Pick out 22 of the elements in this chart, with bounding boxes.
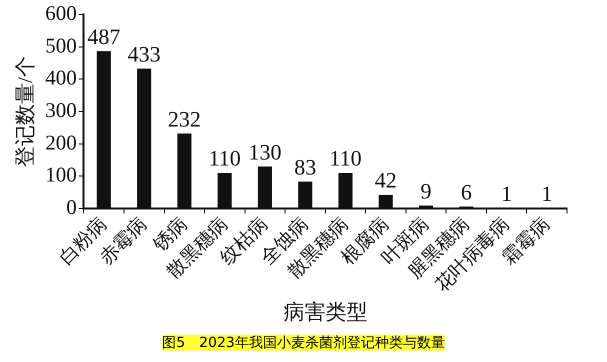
x-axis-title: 病害类型: [283, 300, 368, 324]
y-tick-label: 0: [66, 195, 77, 220]
y-axis-title: 登记数量/个: [13, 56, 38, 167]
data-label: 110: [329, 146, 362, 171]
data-label: 1: [501, 180, 512, 206]
data-label: 1: [541, 180, 552, 206]
y-tick-label: 300: [45, 98, 77, 122]
data-label: 433: [128, 41, 161, 66]
y-tick-label: 200: [45, 130, 77, 154]
data-label: 232: [168, 106, 201, 132]
caption: 图5 2023年我国小麦杀菌剂登记种类与数量: [162, 335, 445, 351]
y-tick-label: 600: [45, 1, 77, 26]
data-label: 487: [87, 24, 120, 49]
data-label: 9: [420, 178, 432, 204]
data-label: 83: [294, 154, 316, 180]
data-label: 130: [248, 139, 282, 164]
data-label: 42: [374, 168, 397, 193]
y-tick-label: 500: [45, 33, 77, 58]
data-label: 110: [208, 146, 241, 171]
data-label: 6: [460, 179, 472, 204]
y-tick-label: 400: [45, 66, 77, 90]
y-tick-label: 100: [45, 162, 77, 187]
